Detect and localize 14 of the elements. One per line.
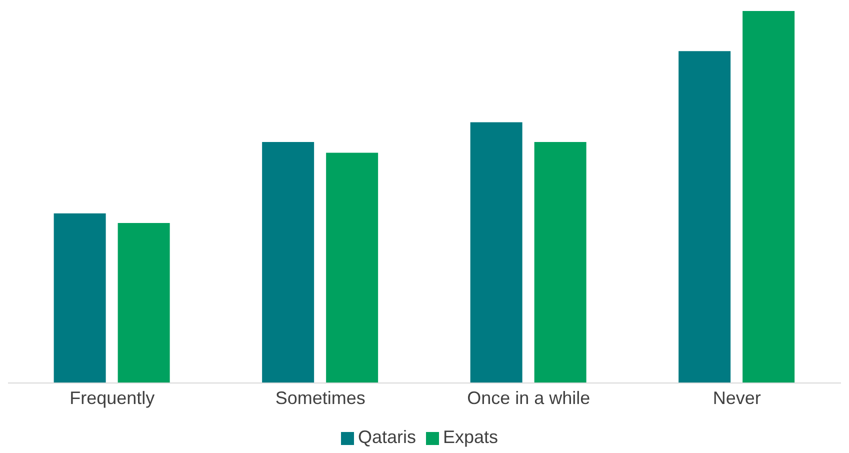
bar: [54, 213, 106, 383]
x-tick-label: Sometimes: [275, 388, 366, 408]
legend-label: Qataris: [358, 427, 416, 447]
bar: [262, 142, 314, 383]
x-tick-label: Frequently: [70, 388, 155, 408]
bar: [534, 142, 586, 383]
bar: [118, 223, 170, 383]
x-tick-label: Once in a while: [467, 388, 590, 408]
bar: [678, 51, 731, 383]
bar: [470, 122, 522, 383]
x-tick-label: Never: [712, 388, 761, 408]
bar: [326, 152, 378, 383]
bar: [742, 11, 795, 383]
legend-label: Expats: [443, 427, 498, 447]
